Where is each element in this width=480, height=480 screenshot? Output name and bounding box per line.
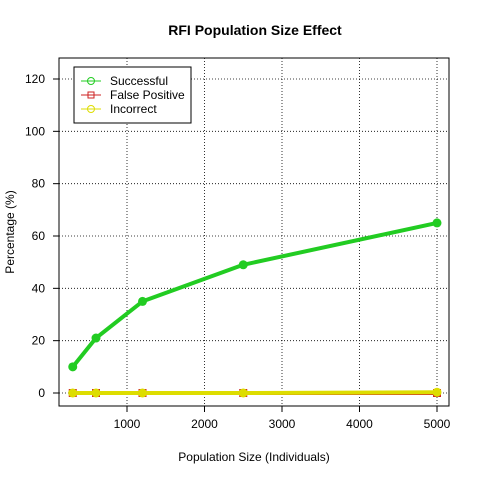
y-tick-label: 0 <box>38 386 45 400</box>
data-point <box>91 333 101 343</box>
y-tick-label: 80 <box>32 177 46 191</box>
series-layer <box>68 218 442 398</box>
data-point <box>91 388 101 398</box>
legend-item-successful: Successful <box>81 74 168 88</box>
y-tick-label: 20 <box>32 334 46 348</box>
y-tick-label: 60 <box>32 229 46 243</box>
x-axis-label: Population Size (Individuals) <box>178 450 329 464</box>
data-point <box>68 388 78 398</box>
x-tick-label: 3000 <box>269 417 296 431</box>
x-tick-label: 4000 <box>346 417 373 431</box>
chart-title: RFI Population Size Effect <box>168 22 342 38</box>
y-tick-label: 120 <box>25 72 45 86</box>
legend-marker <box>87 91 95 99</box>
legend-marker <box>87 105 95 113</box>
legend-item-false-positive: False Positive <box>81 88 185 102</box>
legend-label: False Positive <box>110 88 185 102</box>
data-point <box>138 296 147 306</box>
data-point <box>432 218 442 228</box>
legend-label: Successful <box>110 74 168 88</box>
data-point <box>238 260 248 270</box>
y-tick-label: 100 <box>25 124 45 138</box>
plot-frame <box>58 57 450 407</box>
x-tick-label: 5000 <box>424 417 451 431</box>
data-point <box>238 388 248 398</box>
data-point <box>68 362 78 372</box>
data-point <box>432 387 442 397</box>
x-axis: 1000 2000 3000 4000 5000 <box>114 406 451 431</box>
legend-marker <box>87 77 95 85</box>
x-tick-label: 2000 <box>191 417 218 431</box>
data-point <box>138 388 147 398</box>
series-line-incorrect <box>70 390 439 395</box>
y-axis: 0 20 40 60 80 100 120 <box>25 72 59 400</box>
series-successful <box>68 218 442 372</box>
y-tick-label: 40 <box>32 281 46 295</box>
legend-label: Incorrect <box>110 102 157 116</box>
y-axis-label: Percentage (%) <box>3 190 17 273</box>
x-tick-label: 1000 <box>114 417 141 431</box>
grid <box>59 58 449 406</box>
legend-item-incorrect: Incorrect <box>81 102 157 116</box>
series-incorrect <box>68 387 442 398</box>
